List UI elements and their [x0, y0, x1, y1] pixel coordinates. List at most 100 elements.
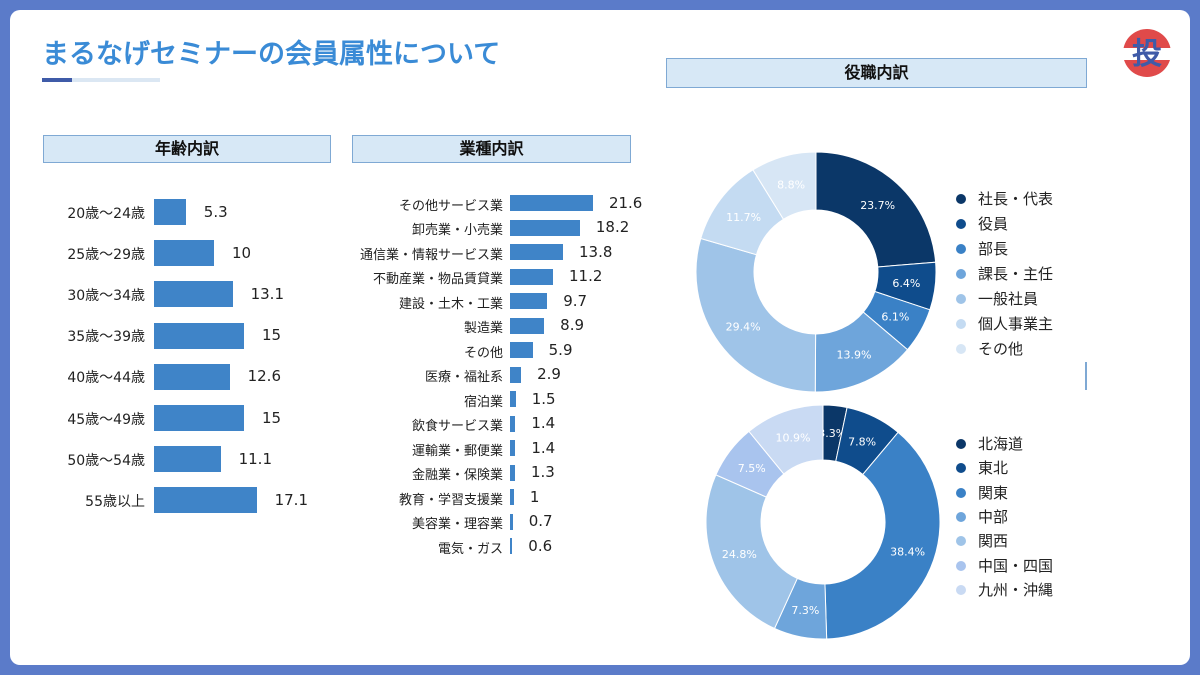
- industry-category-label: 不動産業・物品賃貸業: [372, 272, 503, 287]
- industry-category-label: 宿泊業: [463, 394, 503, 410]
- age-category-label: 40歳〜44歳: [67, 370, 145, 387]
- legend-label: 部長: [978, 240, 1009, 258]
- age-bar: [154, 199, 186, 225]
- donut-slice-label: 7.3%: [791, 604, 819, 617]
- age-value-label: 11.1: [238, 449, 272, 468]
- legend-dot: [956, 194, 966, 204]
- title-underline: [42, 78, 160, 82]
- industry-bar: [510, 244, 563, 260]
- industry-value-label: 21.6: [608, 193, 643, 212]
- role-donut-chart: 23.7% 6.4% 6.1% 13.9% 29.4% 11.7% 8.8%: [696, 152, 936, 392]
- industry-value-label: 5.9: [548, 340, 573, 359]
- logo-band: [1122, 48, 1172, 60]
- legend-dot: [956, 536, 966, 547]
- donut-slice-label: 38.4%: [890, 545, 925, 558]
- industry-bar: [510, 293, 548, 309]
- industry-bar: [510, 366, 522, 383]
- industry-category-label: 建設・土木・工業: [398, 296, 503, 312]
- donut-slice: [748, 405, 824, 475]
- industry-category-label: 電気・ガス: [437, 541, 503, 557]
- industry-bar: [510, 489, 514, 505]
- donut-slice-label: 6.4%: [892, 277, 920, 290]
- industry-bar: [510, 219, 580, 236]
- donut-slice: [815, 152, 936, 268]
- industry-category-label: 飲食サービス業: [411, 419, 503, 434]
- legend-dot: [956, 511, 966, 522]
- legend-label: 中部: [978, 507, 1009, 526]
- industry-value-label: 1: [529, 487, 540, 506]
- donut-slice-label: 23.7%: [860, 199, 895, 212]
- industry-category-label: その他: [463, 345, 503, 361]
- age-category-label: 55歳以上: [85, 493, 145, 510]
- legend-dot: [956, 560, 966, 571]
- age-category-label: 30歳〜34歳: [67, 287, 145, 304]
- industry-bar: [510, 317, 545, 334]
- industry-value-label: 0.7: [528, 512, 553, 530]
- industry-category-label: その他サービス業: [398, 198, 503, 214]
- industry-category-label: 運輸業・郵便業: [411, 443, 503, 459]
- age-category-label: 45歳〜49歳: [67, 411, 145, 428]
- title-underline-accent: [42, 78, 72, 82]
- industry-value-label: 1.4: [531, 414, 556, 432]
- legend-dot: [956, 244, 966, 254]
- donut-slice-label: 7.8%: [848, 436, 876, 449]
- age-category-label: 35歳〜39歳: [67, 329, 145, 346]
- industry-bar: [510, 513, 513, 530]
- donut-slice-label: 13.9%: [836, 349, 871, 362]
- industry-category-label: 製造業: [463, 321, 503, 336]
- industry-value-label: 1.4: [531, 438, 556, 457]
- legend-dot: [956, 344, 966, 354]
- donut-slice-label: 6.1%: [881, 311, 909, 324]
- industry-bar: [510, 464, 515, 481]
- age-bar: [154, 281, 233, 308]
- industry-bar: [510, 342, 533, 358]
- donut-slice: [752, 152, 817, 220]
- industry-value-label: 1.3: [530, 463, 555, 481]
- industry-value-label: 2.9: [537, 365, 561, 383]
- age-value-label: 12.6: [247, 367, 281, 386]
- industry-value-label: 1.5: [531, 389, 556, 408]
- legend-dot: [956, 463, 966, 474]
- slide: まるなげセミナーの会員属性について 投 年齢内訳 業種内訳 役職内訳 23.7%…: [10, 10, 1190, 665]
- industry-category-label: 卸売業・小売業: [411, 223, 503, 238]
- industry-value-label: 8.9: [560, 316, 585, 334]
- age-value-label: 17.1: [274, 490, 308, 509]
- donut-slice-label: 7.5%: [738, 462, 766, 475]
- industry-value-label: 11.2: [569, 267, 603, 285]
- donut-slice-label: 24.8%: [722, 548, 757, 561]
- industry-category-label: 美容業・理容業: [411, 517, 503, 532]
- legend-label: 中国・四国: [978, 556, 1054, 575]
- legend-dot: [956, 487, 966, 498]
- age-category-label: 50歳〜54歳: [67, 452, 145, 469]
- legend-dot: [956, 219, 966, 229]
- industry-category-label: 医療・福祉系: [424, 370, 503, 385]
- industry-category-label: 通信業・情報サービス業: [359, 247, 503, 263]
- legend-dot: [956, 439, 966, 449]
- age-value-label: 5.3: [203, 202, 228, 221]
- industry-value-label: 18.2: [595, 218, 630, 236]
- logo-icon: 投: [1122, 29, 1172, 77]
- age-bar: [154, 240, 214, 267]
- age-bar: [154, 405, 244, 431]
- industry-value-label: 13.8: [578, 242, 613, 261]
- legend-label: 一般社員: [978, 290, 1039, 308]
- industry-bar: [510, 440, 516, 456]
- age-category-label: 20歳〜24歳: [67, 205, 145, 222]
- legend-dot: [956, 584, 966, 595]
- industry-chart-header: 業種内訳: [352, 135, 631, 163]
- industry-category-label: 金融業・保険業: [411, 468, 503, 483]
- donut-slice: [706, 474, 798, 630]
- age-bar: [154, 487, 257, 514]
- donut-slice: [696, 237, 817, 392]
- donut-slice-label: 11.7%: [726, 211, 761, 224]
- logo-text: 投: [1132, 37, 1162, 72]
- age-value-label: 13.1: [250, 284, 284, 303]
- industry-bar: [510, 391, 516, 407]
- industry-bar: [510, 268, 553, 285]
- donut-slice-label: 3.3%: [818, 427, 846, 440]
- donut-slice-label: 8.8%: [777, 178, 805, 191]
- industry-bar: [510, 195, 593, 211]
- legend-label: 社長・代表: [978, 190, 1054, 208]
- legend-label: 個人事業主: [978, 315, 1054, 333]
- legend-dot: [956, 294, 966, 304]
